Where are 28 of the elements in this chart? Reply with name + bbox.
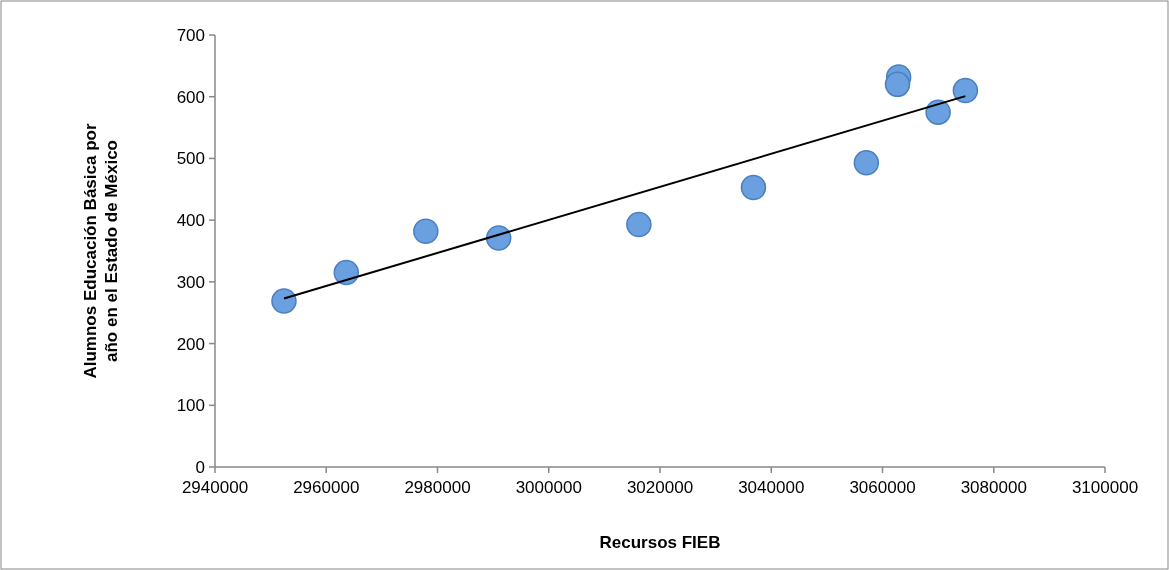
x-tick-label: 3080000 <box>960 478 1027 497</box>
point <box>413 218 439 244</box>
y-axis-title: Alumnos Educación Básica por año en el Estado de México <box>80 123 121 379</box>
x-tick-label: 2960000 <box>293 478 360 497</box>
point <box>884 71 911 98</box>
x-tick-label: 2980000 <box>404 478 471 497</box>
point <box>925 99 951 125</box>
point <box>271 288 297 314</box>
x-tick-label: 2940000 <box>181 478 249 497</box>
x-tick-label: 3100000 <box>1071 478 1139 497</box>
point <box>740 174 767 201</box>
x-tick-label: 3060000 <box>849 478 916 497</box>
x-tick-label: 3020000 <box>626 478 694 497</box>
y-tick-label: 0 <box>195 457 205 477</box>
y-tick-label: 400 <box>176 211 205 231</box>
point <box>626 211 652 238</box>
x-axis-title: Recursos FIEB <box>599 533 721 552</box>
y-tick-label: 700 <box>176 25 205 45</box>
y-tick-label: 100 <box>176 396 205 416</box>
y-tick-label: 600 <box>176 87 205 107</box>
point <box>333 259 360 286</box>
y-tick-label: 200 <box>176 334 205 354</box>
y-tick-label: 300 <box>176 272 205 292</box>
x-tick-label: 3040000 <box>738 478 805 497</box>
x-tick-label: 3000000 <box>515 478 582 497</box>
point <box>952 77 979 104</box>
y-tick-label: 500 <box>176 149 205 169</box>
point <box>853 150 880 176</box>
